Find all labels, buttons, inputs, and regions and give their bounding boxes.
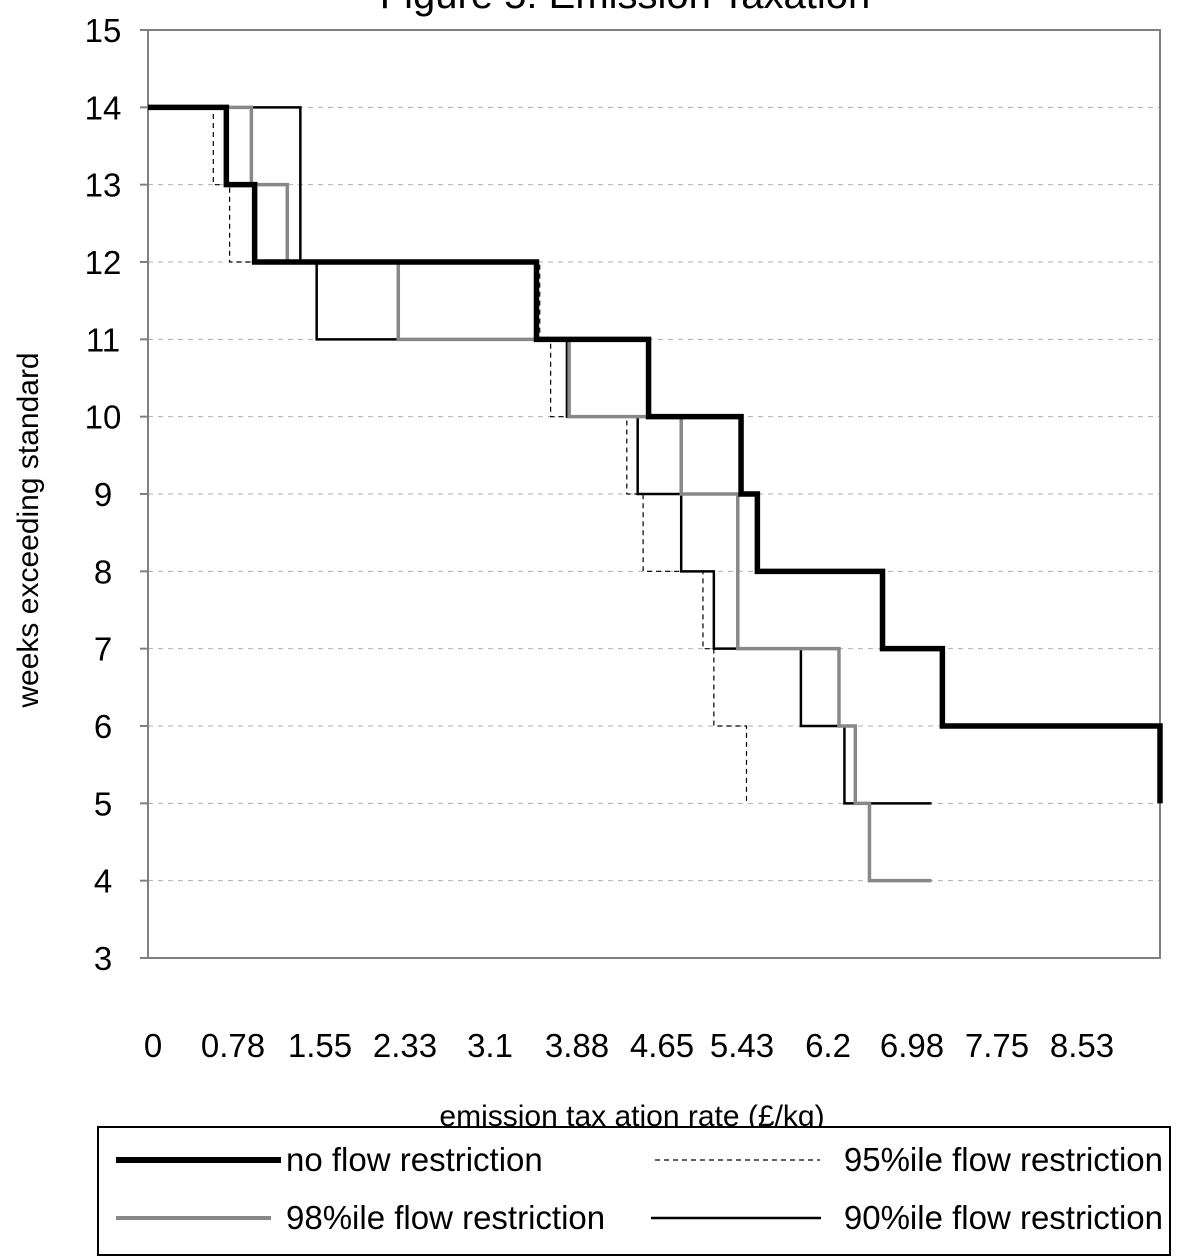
y-tick-label: 15: [85, 12, 122, 49]
x-tick-label: 8.53: [1050, 1027, 1114, 1064]
y-tick-label: 6: [94, 708, 112, 745]
y-tick-label: 12: [85, 244, 122, 281]
y-tick-label: 14: [85, 89, 122, 126]
x-tick-label: 3.1: [467, 1027, 513, 1064]
y-tick-label: 3: [94, 940, 112, 977]
chart-title: Figure 5: Emission Taxation: [380, 0, 871, 17]
y-tick-label: 13: [85, 167, 122, 204]
legend-label-95ile-flow-restriction: 95%ile flow restriction: [844, 1141, 1163, 1178]
x-axis-ticks: 0 0.78 1.55 2.33 3.1 3.88 4.65 5.43 6.2 6.98 7.75 8…: [144, 1027, 1114, 1064]
x-tick-label: 3.88: [545, 1027, 609, 1064]
series-line-no-flow-restriction: [148, 104, 1163, 804]
x-tick-label: 6.2: [805, 1027, 851, 1064]
x-tick-label: 4.65: [630, 1027, 694, 1064]
legend-label-90ile-flow-restriction: 90%ile flow restriction: [844, 1199, 1163, 1236]
y-axis-title: weeks exceeding standard: [12, 352, 45, 708]
x-tick-label: 6.98: [880, 1027, 944, 1064]
legend-label-no-flow-restriction: no flow restriction: [286, 1141, 543, 1178]
x-tick-label: 5.43: [710, 1027, 774, 1064]
y-axis-ticks: 3 4 5 6 7 8 9 10 11 12 13 14 15: [85, 12, 148, 977]
y-tick-label: 10: [85, 399, 122, 436]
legend-frame: [97, 1126, 1171, 1256]
y-tick-label: 7: [94, 631, 112, 668]
legend-label-98ile-flow-restriction: 98%ile flow restriction: [286, 1199, 605, 1236]
y-tick-label: 11: [86, 321, 120, 358]
y-tick-label: 4: [94, 863, 112, 900]
x-tick-label: 0: [144, 1027, 162, 1064]
x-tick-label: 1.55: [288, 1027, 352, 1064]
x-tick-label: 2.33: [373, 1027, 437, 1064]
y-tick-label: 8: [94, 553, 112, 590]
legend: no flow restriction 95%ile flow restrict…: [97, 1126, 1171, 1256]
y-tick-label: 5: [94, 785, 112, 822]
y-tick-label: 9: [94, 476, 112, 513]
series-layer: [148, 104, 1163, 883]
x-tick-label: 0.78: [201, 1027, 265, 1064]
x-tick-label: 7.75: [965, 1027, 1029, 1064]
